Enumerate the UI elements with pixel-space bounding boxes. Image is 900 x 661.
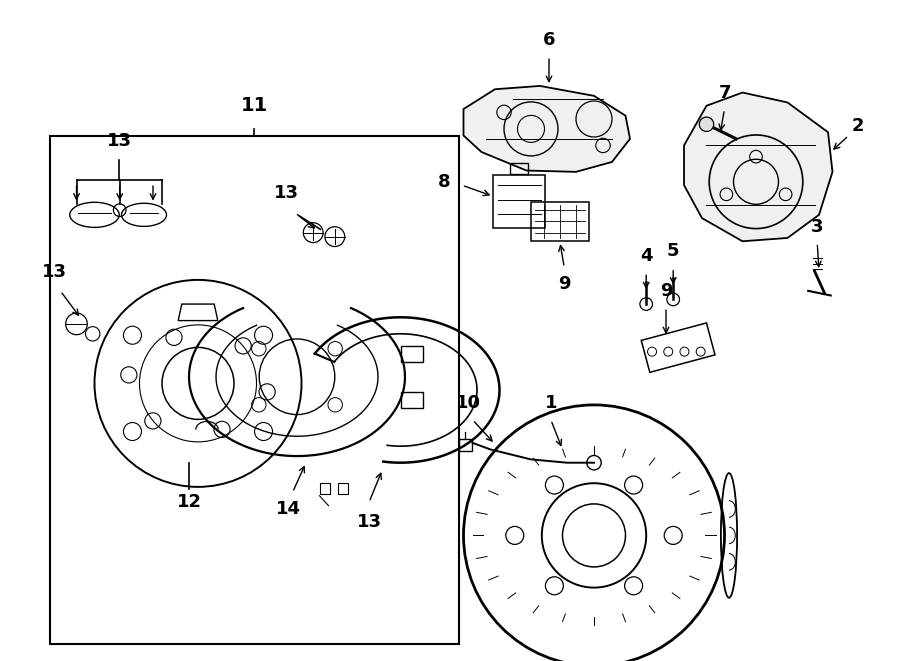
Text: 9: 9 [660, 282, 672, 300]
Bar [641, 323, 715, 372]
Text: 13: 13 [107, 132, 131, 151]
Text: 9: 9 [558, 275, 571, 293]
Bar [459, 439, 472, 451]
Bar [493, 175, 545, 228]
Bar [531, 202, 590, 241]
Text: 2: 2 [851, 116, 864, 135]
Text: 11: 11 [240, 97, 268, 115]
Text: 6: 6 [543, 30, 555, 49]
Circle shape [699, 117, 714, 132]
Text: 3: 3 [811, 217, 824, 236]
Bar [338, 483, 348, 494]
Polygon shape [684, 93, 832, 241]
Text: 7: 7 [718, 83, 731, 102]
Text: 1: 1 [544, 394, 557, 412]
Polygon shape [464, 86, 630, 172]
Text: 13: 13 [274, 184, 299, 202]
Text: 13: 13 [356, 513, 382, 531]
Text: 14: 14 [275, 500, 301, 518]
Text: 4: 4 [640, 247, 652, 265]
Text: 5: 5 [667, 242, 680, 260]
Bar [320, 483, 330, 494]
Text: 8: 8 [437, 173, 450, 191]
Text: 12: 12 [176, 493, 202, 512]
Bar [50, 136, 459, 644]
Text: 13: 13 [41, 263, 67, 282]
Text: 10: 10 [455, 394, 481, 412]
Bar [510, 163, 528, 174]
